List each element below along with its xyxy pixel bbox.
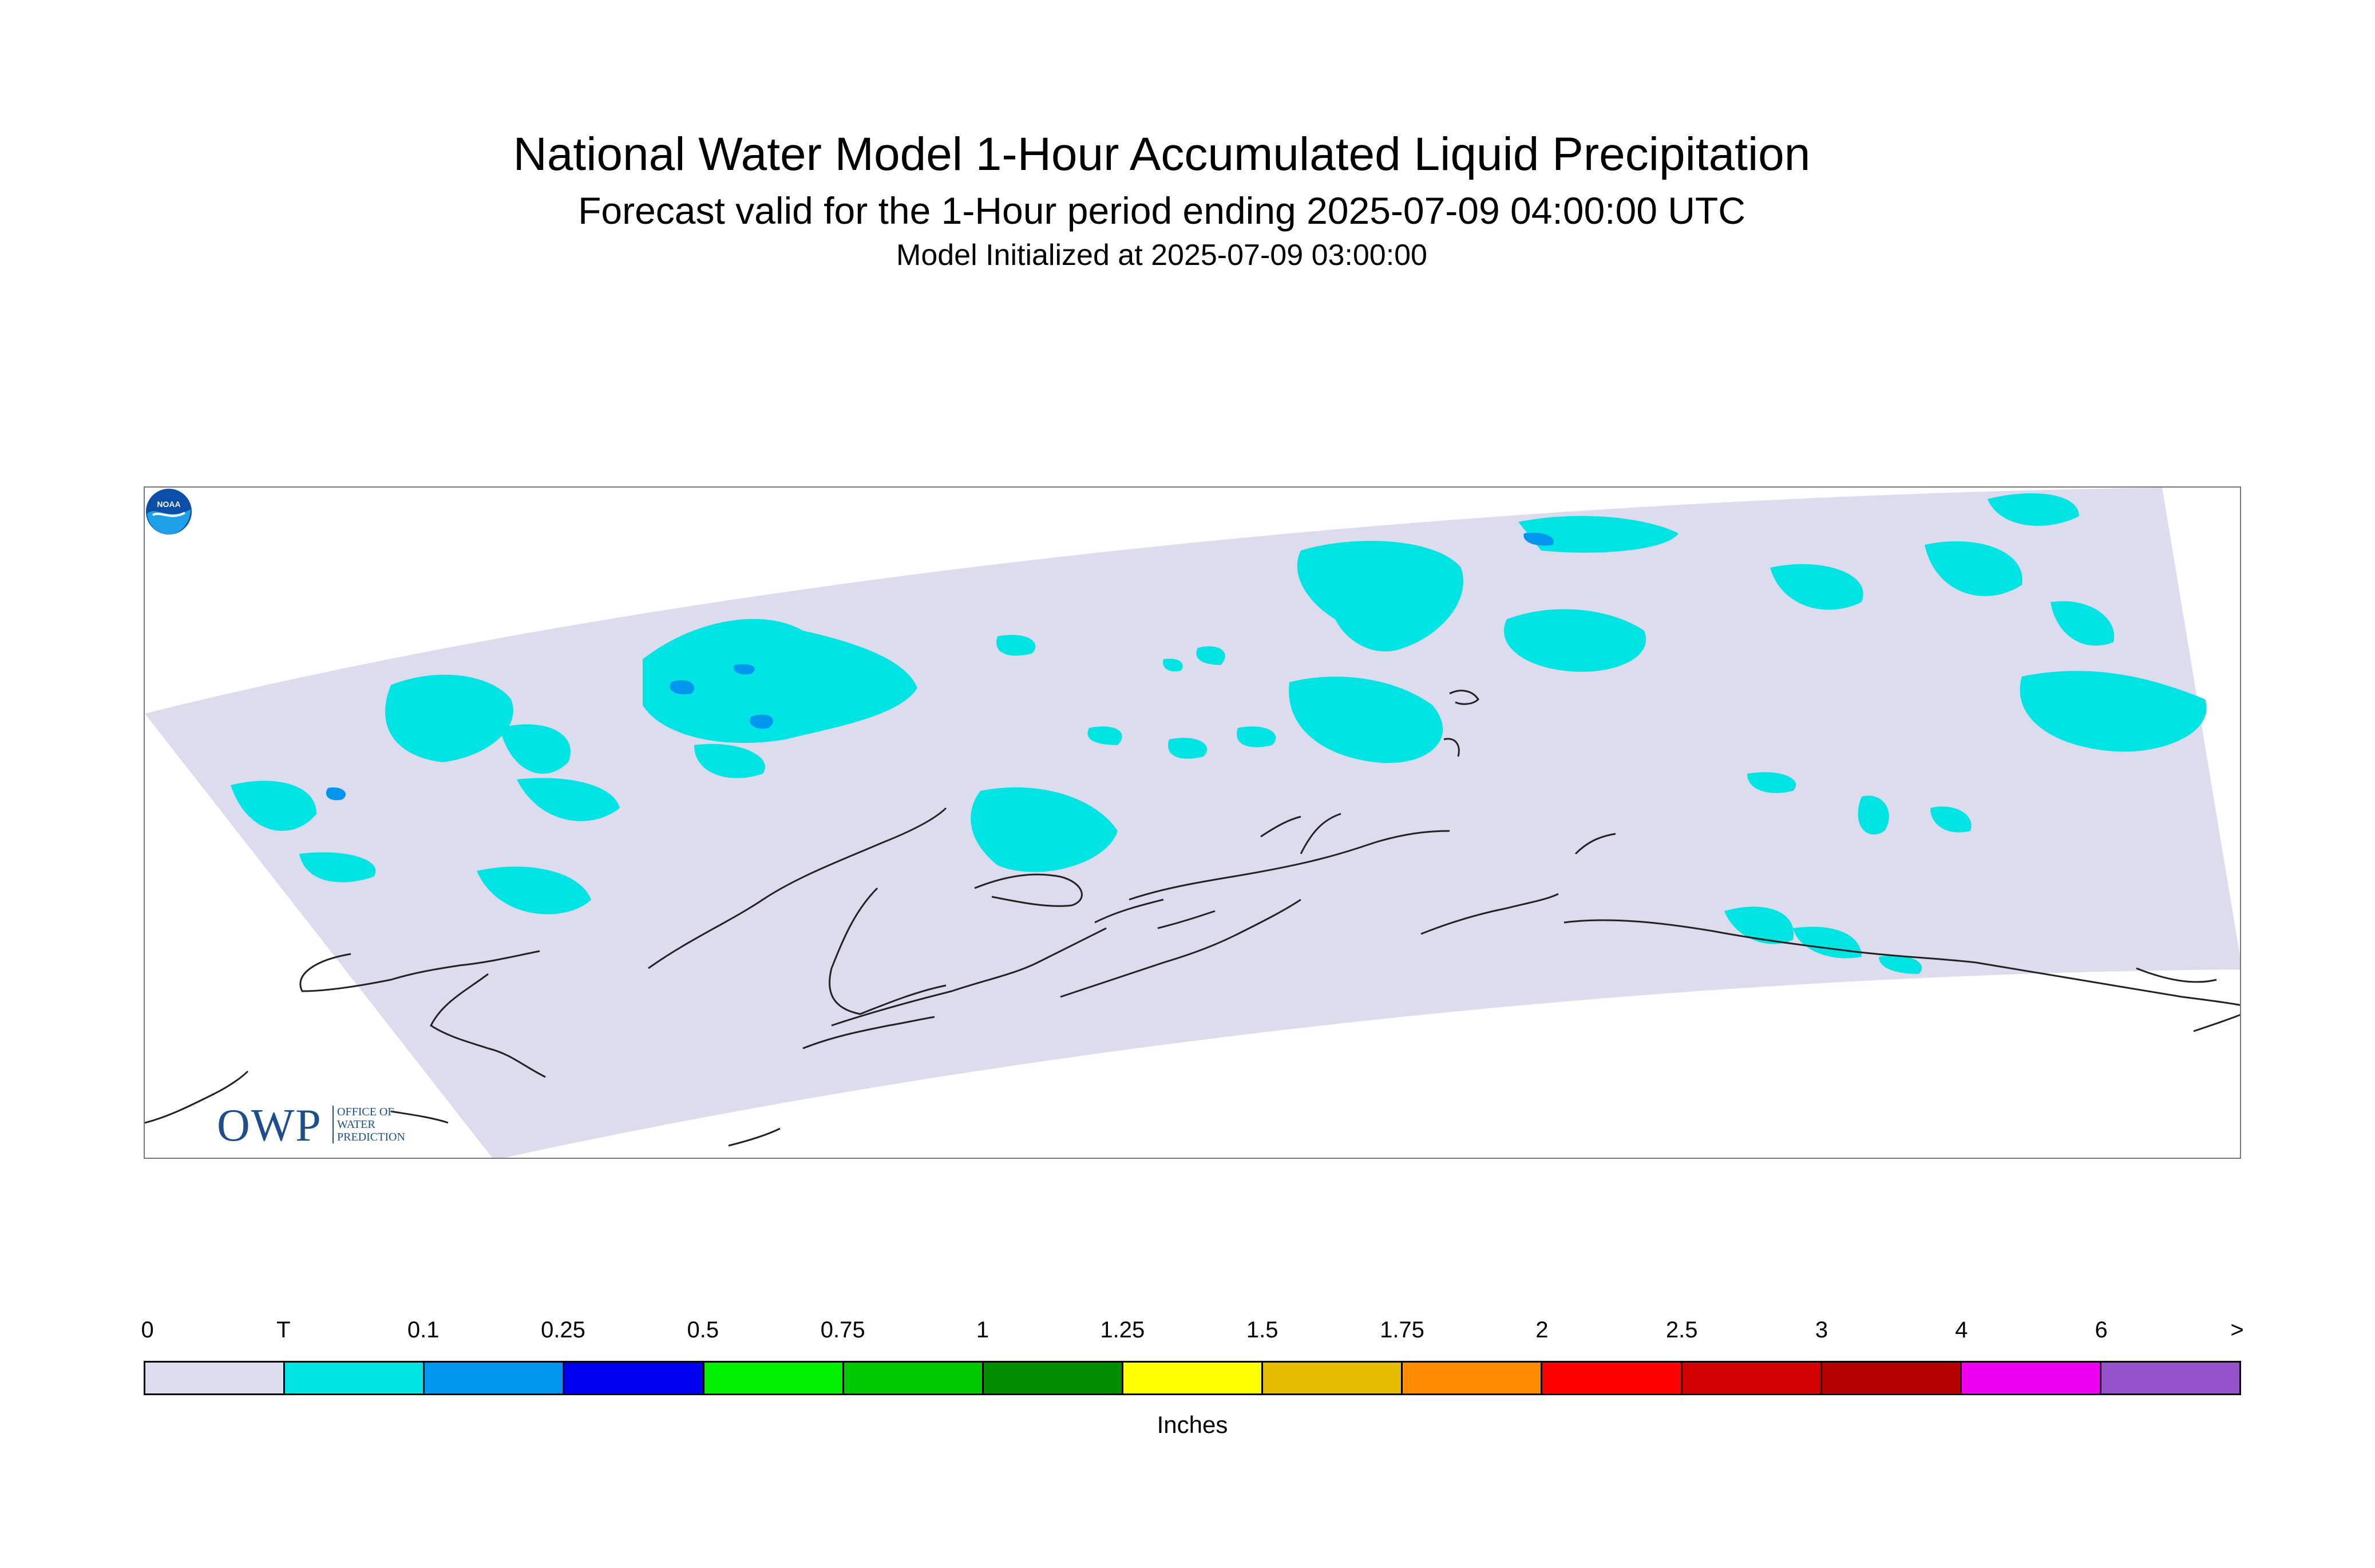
legend-swatch xyxy=(285,1363,425,1393)
legend-tick-label: 4 xyxy=(1955,1317,1968,1343)
map-title: National Water Model 1-Hour Accumulated … xyxy=(513,128,1811,180)
model-domain xyxy=(145,488,2240,1158)
legend-tick-label: 2.5 xyxy=(1665,1317,1698,1343)
legend-swatch xyxy=(1263,1363,1403,1393)
legend-tick-label: 0.5 xyxy=(687,1317,719,1343)
legend-units-label: Inches xyxy=(1157,1411,1228,1438)
map-canvas xyxy=(145,488,2240,1158)
legend-tick-label: 0.1 xyxy=(407,1317,440,1343)
legend-swatch xyxy=(844,1363,984,1393)
legend-swatch xyxy=(1123,1363,1264,1393)
forecast-valid-subtitle: Forecast valid for the 1-Hour period end… xyxy=(578,189,1745,232)
legend-tick-label: 0.75 xyxy=(820,1317,865,1343)
owp-logo-line: WATER xyxy=(337,1118,375,1131)
model-initialized-label: Model Initialized at 2025-07-09 03:00:00 xyxy=(896,239,1427,272)
legend-swatch xyxy=(425,1363,565,1393)
coastlines xyxy=(145,690,2240,1147)
legend-swatch xyxy=(1542,1363,1683,1393)
legend-tick-label: > xyxy=(2230,1317,2244,1343)
legend-tick-label: 1 xyxy=(976,1317,989,1343)
legend-tick-label: 3 xyxy=(1815,1317,1828,1343)
legend-color-bar xyxy=(144,1361,2241,1395)
legend-tick-label: 1.25 xyxy=(1100,1317,1145,1343)
legend-tick-label: 6 xyxy=(2095,1317,2108,1343)
light-precipitation-areas xyxy=(326,532,1554,801)
legend-tick-label: 2 xyxy=(1535,1317,1549,1343)
legend-tick-label: 0.25 xyxy=(541,1317,585,1343)
legend-swatch xyxy=(1822,1363,1962,1393)
legend-swatch xyxy=(145,1363,286,1393)
owp-logo-line: PREDICTION xyxy=(337,1131,405,1143)
precipitation-map: OWP OFFICE OF WATER PREDICTION NOAA xyxy=(144,486,2241,1159)
color-legend: 0 T 0.1 0.25 0.5 0.75 1 1.25 1.5 1.75 2 2.5 3 4 6 > Inc… xyxy=(141,1316,2244,1438)
title-block: National Water Model 1-Hour Accumulated … xyxy=(0,126,2323,274)
owp-logo: OWP OFFICE OF WATER PREDICTION xyxy=(217,1100,446,1151)
trace-precipitation-areas xyxy=(231,493,2207,974)
owp-logo-line: OFFICE OF xyxy=(337,1106,394,1118)
legend-tick-label: T xyxy=(276,1317,291,1343)
noaa-logo: NOAA xyxy=(146,489,192,534)
legend-tick-label: 0 xyxy=(141,1317,154,1343)
legend-swatch xyxy=(564,1363,704,1393)
legend-swatch xyxy=(704,1363,844,1393)
legend-tick-label: 1.75 xyxy=(1380,1317,1424,1343)
legend-swatch xyxy=(1961,1363,2101,1393)
legend-swatch xyxy=(2101,1363,2240,1393)
legend-tick-label: 1.5 xyxy=(1246,1317,1278,1343)
noaa-logo-text: NOAA xyxy=(157,500,180,509)
legend-swatch xyxy=(983,1363,1123,1393)
owp-logo-letters: OWP xyxy=(217,1100,322,1151)
legend-swatch xyxy=(1682,1363,1822,1393)
legend-swatch xyxy=(1403,1363,1543,1393)
owp-logo-text: OFFICE OF WATER PREDICTION xyxy=(332,1106,405,1143)
